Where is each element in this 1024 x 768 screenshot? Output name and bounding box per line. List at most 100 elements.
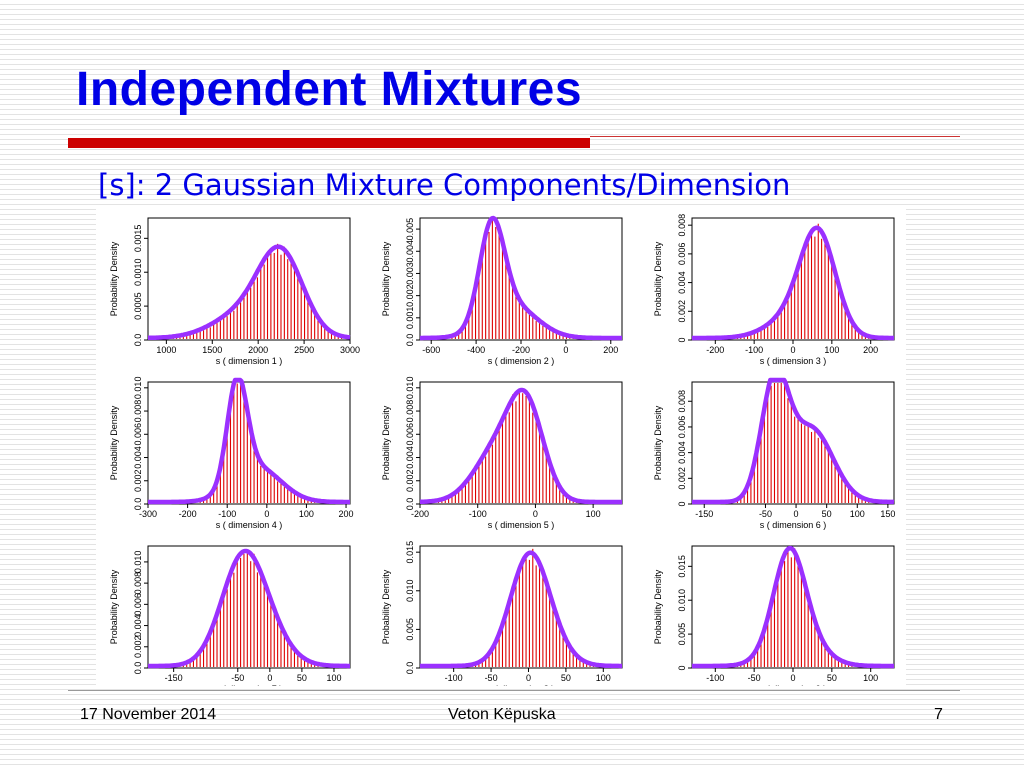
y-tick-label: 0.0 — [405, 498, 415, 511]
x-axis-label: s ( dimension 8 ) — [488, 684, 555, 686]
x-tick-label: 50 — [827, 673, 837, 683]
y-tick-label: 0.0015 — [133, 225, 143, 253]
plot-frame — [147, 217, 351, 341]
y-tick-label: 0.008 — [405, 400, 415, 423]
x-tick-label: 100 — [586, 509, 601, 519]
plots-svg: 1000 1500 2000 2500 30000.00.00050.00100.001… — [109, 214, 895, 686]
x-axis-label: s ( dimension 2 ) — [488, 356, 555, 366]
chart-panel-6: -150 -50 0 50 100 150 0 0.002 0.004 0.006 0.008 s (… — [653, 377, 895, 530]
x-axis-label: s ( dimension 5 ) — [488, 520, 555, 530]
chart-panel-1: 1000 1500 2000 2500 3000 0.0 0.0005 0.0010 0.001… — [109, 217, 360, 366]
plot-frame — [691, 381, 895, 505]
y-axis-label: Probability Density — [653, 405, 663, 480]
title-rule — [590, 136, 960, 137]
y-tick-label: 0.010 — [405, 580, 415, 603]
x-tick-label: 0 — [794, 509, 799, 519]
y-tick-label: 0.002 — [677, 300, 687, 323]
slide-title: Independent Mixtures — [76, 63, 583, 116]
x-tick-label: 100 — [850, 509, 865, 519]
y-tick-label: 0.002 — [133, 469, 143, 492]
x-tick-label: -200 — [411, 509, 429, 519]
y-tick-label: 0.008 — [133, 400, 143, 423]
x-tick-label: 50 — [561, 673, 571, 683]
density-curve — [419, 215, 623, 341]
x-tick-label: -50 — [485, 673, 498, 683]
y-tick-label: 0.015 — [677, 555, 687, 578]
y-tick-label: 0.003 — [405, 262, 415, 285]
density-curve — [147, 548, 351, 669]
chart-panel-9: -100 -50 0 50 100 0 0.005 0.010 0.015 s ( dimensi… — [653, 545, 895, 686]
footer-date: 17 November 2014 — [80, 706, 217, 723]
x-tick-label: 0 — [790, 345, 795, 355]
x-tick-label: -200 — [706, 345, 724, 355]
histogram-bars — [451, 219, 574, 339]
y-tick-label: 0.002 — [133, 636, 143, 659]
x-tick-label: -100 — [445, 673, 463, 683]
footer-rule — [68, 690, 960, 691]
y-tick-label: 0.005 — [405, 618, 415, 641]
y-tick-label: 0.008 — [133, 572, 143, 595]
y-tick-label: 0.004 — [133, 446, 143, 469]
x-axis-label: s ( dimension 4 ) — [216, 520, 283, 530]
density-curve — [691, 225, 895, 341]
chart-panel-3: -200 -100 0 100 200 0 0.002 0.004 0.006 0.008 s ( … — [653, 214, 895, 366]
x-tick-label: 100 — [299, 509, 314, 519]
y-tick-label: 0.006 — [677, 416, 687, 439]
density-curve — [147, 377, 351, 505]
y-axis-label: Probability Density — [109, 405, 119, 480]
x-tick-label: 200 — [603, 345, 618, 355]
histogram-bars — [172, 243, 343, 339]
x-axis-label: s ( dimension 3 ) — [760, 356, 827, 366]
x-tick-label: -200 — [179, 509, 197, 519]
plot-frame — [147, 381, 351, 505]
x-tick-label: -50 — [231, 673, 244, 683]
x-tick-label: 100 — [863, 673, 878, 683]
x-tick-label: 50 — [297, 673, 307, 683]
x-tick-label: 100 — [824, 345, 839, 355]
x-tick-label: 0 — [526, 673, 531, 683]
footer-author: Veton Këpuska — [448, 706, 556, 723]
chart-panel-2: -600 -400 -200 0 200 0.0 0.0010.0020.0030.0040… — [381, 215, 623, 366]
x-tick-label: -150 — [165, 673, 183, 683]
y-tick-label: 0.0005 — [133, 292, 143, 320]
x-tick-label: -50 — [759, 509, 772, 519]
plot-frame — [419, 381, 623, 505]
y-tick-label: 0.006 — [677, 243, 687, 266]
y-tick-label: 0.015 — [405, 541, 415, 564]
x-tick-label: 150 — [880, 509, 895, 519]
x-axis-label: s ( dimension 7 ) — [216, 684, 283, 686]
x-tick-label: 0 — [533, 509, 538, 519]
x-tick-label: 2500 — [294, 345, 314, 355]
x-tick-label: -300 — [139, 509, 157, 519]
plot-frame — [147, 545, 351, 669]
y-tick-label: 0.010 — [405, 377, 415, 400]
x-tick-label: 50 — [822, 509, 832, 519]
x-tick-label: 0 — [790, 673, 795, 683]
y-tick-label: 0.010 — [677, 589, 687, 612]
slide-number: 7 — [934, 706, 943, 723]
x-tick-label: 0 — [563, 345, 568, 355]
y-tick-label: 0.004 — [405, 446, 415, 469]
x-tick-label: 200 — [863, 345, 878, 355]
x-tick-label: -600 — [422, 345, 440, 355]
chart-panel-4: -300 -200 -100 0 100 2000.00.0020.0040.0060.0… — [109, 377, 354, 530]
x-tick-label: 0 — [267, 673, 272, 683]
x-tick-label: -100 — [706, 673, 724, 683]
x-tick-label: 2000 — [248, 345, 268, 355]
y-tick-label: 0.010 — [133, 551, 143, 574]
plot-frame — [419, 545, 623, 669]
y-tick-label: 0.005 — [405, 218, 415, 241]
x-tick-label: 200 — [339, 509, 354, 519]
y-tick-label: 0.010 — [133, 377, 143, 400]
y-tick-label: 0.004 — [677, 441, 687, 464]
y-tick-label: 0.008 — [677, 390, 687, 413]
y-tick-label: 0.004 — [677, 271, 687, 294]
plot-frame — [691, 545, 895, 669]
histogram-bars — [179, 549, 319, 667]
x-tick-label: -150 — [695, 509, 713, 519]
plot-frame — [419, 217, 623, 341]
x-tick-label: -100 — [745, 345, 763, 355]
x-tick-label: -400 — [467, 345, 485, 355]
density-plot-grid: 1000 1500 2000 2500 3000 0.0 0.0005 0.0010 0.001… — [96, 206, 906, 686]
y-tick-label: 0.001 — [405, 307, 415, 330]
